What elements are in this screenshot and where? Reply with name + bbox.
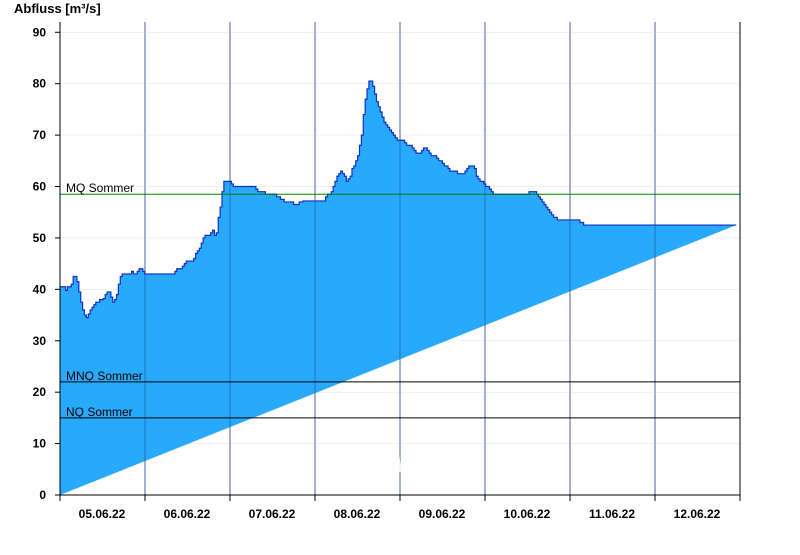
y-tick-label: 10 — [33, 437, 47, 451]
x-tick-label: 06.06.22 — [164, 507, 211, 521]
x-tick-label: 10.06.22 — [504, 507, 551, 521]
y-tick-label: 40 — [33, 282, 47, 296]
x-tick-label: 05.06.22 — [79, 507, 126, 521]
watermark-text: Rohdaten — [351, 449, 444, 481]
y-tick-label: 60 — [33, 180, 47, 194]
x-tick-label: 09.06.22 — [419, 507, 466, 521]
y-axis-title: Abfluss [m³/s] — [14, 1, 101, 16]
reference-line-label: MNQ Sommer — [66, 369, 143, 383]
flow-line — [60, 80, 737, 319]
x-tick-label: 12.06.22 — [674, 507, 721, 521]
y-tick-label: 80 — [33, 77, 47, 91]
y-tick-label: 0 — [39, 488, 46, 502]
y-tick-label: 30 — [33, 334, 47, 348]
y-tick-label: 90 — [33, 25, 47, 39]
flow-area — [60, 81, 737, 495]
x-tick-label: 11.06.22 — [589, 507, 635, 521]
y-tick-label: 70 — [33, 128, 47, 142]
x-tick-label: 08.06.22 — [334, 507, 381, 521]
y-tick-label: 20 — [33, 385, 47, 399]
reference-line-label: MQ Sommer — [66, 181, 134, 195]
x-tick-label: 07.06.22 — [249, 507, 296, 521]
reference-line-label: NQ Sommer — [66, 405, 133, 419]
y-tick-label: 50 — [33, 231, 47, 245]
